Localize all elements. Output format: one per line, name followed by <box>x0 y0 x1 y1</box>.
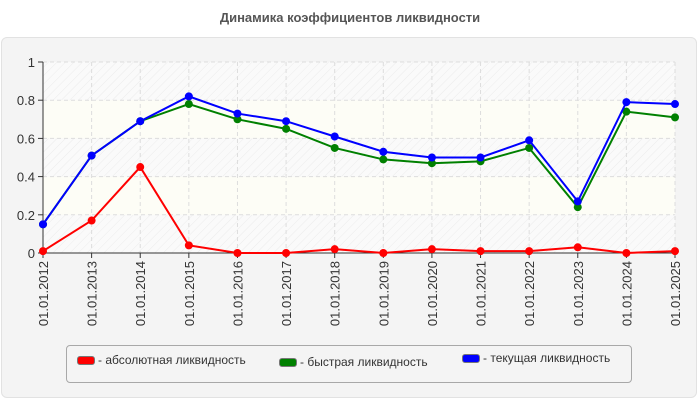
green-swatch-icon <box>279 357 297 367</box>
svg-text:0.8: 0.8 <box>17 93 35 108</box>
svg-text:01.01.2022: 01.01.2022 <box>522 261 537 326</box>
legend-item-absolute: - абсолютная ликвидность <box>77 353 246 367</box>
legend-label: - текущая ликвидность <box>483 351 611 365</box>
y-axis-ticks: 0 0.2 0.4 0.6 0.8 1 <box>17 55 43 261</box>
legend: - абсолютная ликвидность - быстрая ликви… <box>66 345 632 383</box>
blue-swatch-icon <box>462 353 480 363</box>
svg-text:01.01.2025: 01.01.2025 <box>668 261 683 326</box>
svg-text:01.01.2017: 01.01.2017 <box>279 261 294 326</box>
legend-label: - абсолютная ликвидность <box>98 353 246 367</box>
svg-text:1: 1 <box>28 55 35 70</box>
svg-text:01.01.2020: 01.01.2020 <box>425 261 440 326</box>
red-swatch-icon <box>77 355 95 365</box>
svg-text:01.01.2016: 01.01.2016 <box>230 261 245 326</box>
data-series <box>39 92 679 257</box>
svg-text:01.01.2014: 01.01.2014 <box>133 261 148 326</box>
svg-text:01.01.2018: 01.01.2018 <box>328 261 343 326</box>
svg-text:01.01.2024: 01.01.2024 <box>619 261 634 326</box>
svg-text:01.01.2012: 01.01.2012 <box>36 261 51 326</box>
grid-lines <box>43 61 676 253</box>
legend-item-current: - текущая ликвидность <box>462 351 610 365</box>
svg-text:0.6: 0.6 <box>17 131 35 146</box>
x-axis-ticks: 01.01.2012 01.01.2013 01.01.2014 01.01.2015… <box>36 253 683 326</box>
svg-text:0.2: 0.2 <box>17 208 35 223</box>
svg-text:01.01.2013: 01.01.2013 <box>85 261 100 326</box>
svg-text:0.4: 0.4 <box>17 170 35 185</box>
svg-text:01.01.2021: 01.01.2021 <box>474 261 489 326</box>
svg-text:01.01.2023: 01.01.2023 <box>571 261 586 326</box>
chart-title: Динамика коэффициентов ликвидности <box>219 10 481 25</box>
svg-text:01.01.2015: 01.01.2015 <box>182 261 197 326</box>
svg-text:01.01.2019: 01.01.2019 <box>376 261 391 326</box>
legend-label: - быстрая ликвидность <box>300 355 428 369</box>
plot-area <box>43 62 675 253</box>
legend-item-quick: - быстрая ликвидность <box>279 355 428 369</box>
svg-text:0: 0 <box>28 246 35 261</box>
